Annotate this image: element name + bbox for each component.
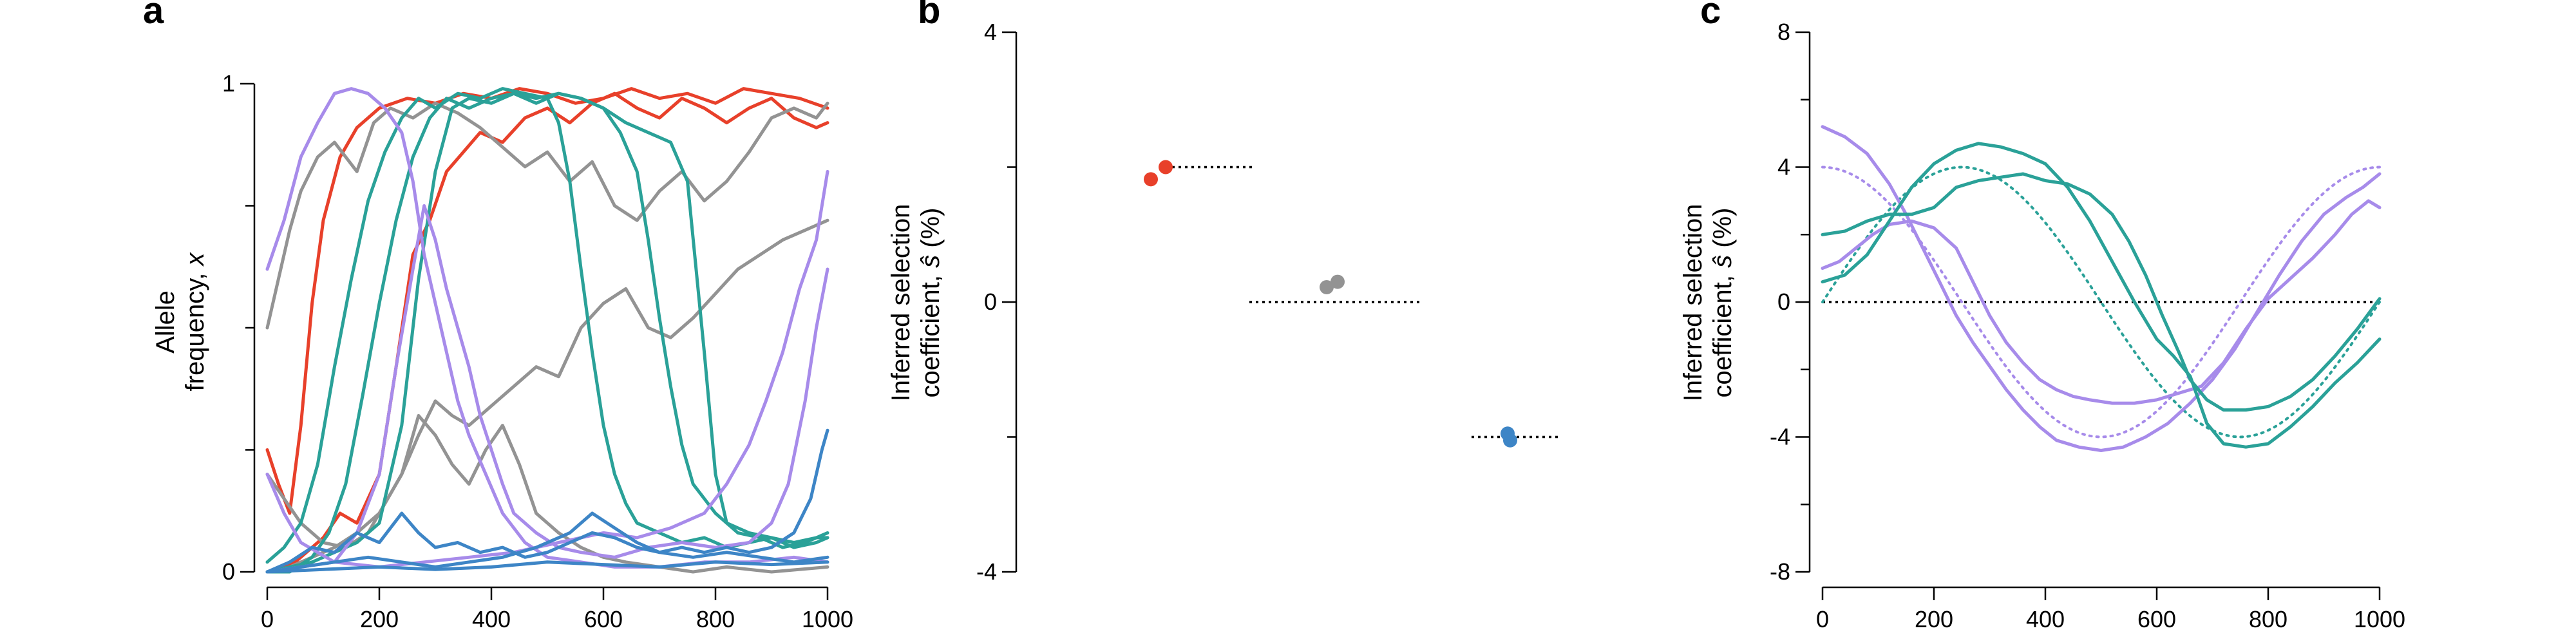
panel-b-y-tick-label: -4 <box>976 558 997 585</box>
panel-a-axes: 0 1 0 200 400 600 800 1000 <box>222 70 853 632</box>
panel-c-y-tick-label: 0 <box>1777 289 1790 315</box>
panel-a-y-axis-math-var: x <box>181 252 209 267</box>
panel-c-y-axis-math-var: ŝ <box>1709 255 1737 268</box>
panel-a-series-line <box>265 218 829 549</box>
panel-a-series-line <box>265 511 829 574</box>
panel-a-series-line <box>265 91 829 574</box>
panel-c-y-tick-label: 4 <box>1777 154 1790 180</box>
panel-b-y-axis-math-var: ŝ <box>916 255 945 268</box>
panel-c-x-tick-label: 600 <box>2137 606 2176 632</box>
panel-b-point <box>1331 274 1345 289</box>
panel-a-x-tick-label: 1000 <box>802 606 853 632</box>
panel-c: c Inferred selectioncoefficient, ŝ (%) -… <box>1679 0 2405 632</box>
panel-b: b Inferred selectioncoefficient, ŝ (%) -… <box>887 0 1558 585</box>
panel-c-series-group <box>1821 125 2382 452</box>
panel-c-y-axis-title-line: coefficient, ŝ (%) <box>1709 208 1737 398</box>
panel-a-x-tick-label: 200 <box>360 606 399 632</box>
panel-c-x-tick-label: 0 <box>1816 606 1829 632</box>
panel-a-series-line <box>265 560 829 574</box>
panel-c-y-axis-label: Inferred selectioncoefficient, ŝ (%) <box>1679 204 1737 402</box>
panel-b-y-tick-label: 0 <box>984 289 997 315</box>
panel-c-series-line <box>1821 125 2382 452</box>
panel-c-y-axis-title: Inferred selectioncoefficient, ŝ (%) <box>1679 204 1737 402</box>
panel-a-y-tick-label: 0 <box>222 558 235 585</box>
panel-a-series-line <box>265 101 829 330</box>
panel-a-y-axis-title-line: Allele <box>151 290 180 354</box>
panel-c-y-axis-title-line: Inferred selection <box>1679 204 1707 402</box>
panel-a-letter: a <box>143 0 164 32</box>
panel-b-point <box>1503 433 1517 448</box>
panel-b-y-axis-title: Inferred selectioncoefficient, ŝ (%) <box>887 204 945 402</box>
panel-a-y-axis-title-line: frequency, x <box>181 252 209 392</box>
panel-c-series-line <box>1821 172 2382 412</box>
panel-c-series-line <box>1821 199 2382 405</box>
panel-a-x-tick-label: 0 <box>261 606 274 632</box>
panel-c-series-line <box>1821 142 2382 449</box>
panel-b-point <box>1320 279 1334 294</box>
panel-c-axes: -8 -4 0 4 8 0 200 400 600 800 1000 <box>1770 19 2405 632</box>
panel-a-series-line <box>265 91 829 574</box>
panel-b-y-tick-label: 4 <box>984 19 997 45</box>
panel-b-y-axis-label: Inferred selectioncoefficient, ŝ (%) <box>887 204 945 402</box>
panel-a-series-line <box>265 413 829 574</box>
panel-a: a Allelefrequency, x 0 1 0 200 400 600 800 1000 <box>143 0 853 632</box>
panel-b-point <box>1159 160 1173 175</box>
panel-c-y-tick-label: -8 <box>1770 558 1790 585</box>
panel-b-axes: -4 0 4 <box>976 19 1018 585</box>
panel-a-x-tick-label: 800 <box>696 606 735 632</box>
panel-b-y-axis-title-line: coefficient, ŝ (%) <box>916 208 945 398</box>
panel-b-letter: b <box>918 0 940 32</box>
panel-c-y-tick-label: -4 <box>1770 424 1790 450</box>
panel-c-y-tick-label: 8 <box>1777 19 1790 45</box>
panel-c-x-tick-label: 1000 <box>2354 606 2405 632</box>
panel-c-x-tick-label: 800 <box>2249 606 2287 632</box>
panel-a-x-tick-label: 400 <box>472 606 511 632</box>
panel-c-x-tick-label: 200 <box>1915 606 1953 632</box>
panel-a-x-tick-label: 600 <box>584 606 623 632</box>
panel-a-y-axis-title: Allelefrequency, x <box>151 252 209 392</box>
panel-c-letter: c <box>1700 0 1721 32</box>
panel-b-point <box>1144 172 1158 187</box>
panel-b-y-axis-title-line: Inferred selection <box>887 204 915 402</box>
panel-b-marks <box>1144 160 1558 448</box>
panel-c-x-tick-label: 400 <box>2026 606 2065 632</box>
panel-a-y-axis-label: Allelefrequency, x <box>151 252 209 392</box>
panel-a-series-line <box>265 87 829 564</box>
panel-a-series-group <box>265 87 829 574</box>
panel-a-y-tick-label: 1 <box>222 70 235 97</box>
panel-a-series-line <box>265 204 829 564</box>
panel-a-series-line <box>265 428 829 574</box>
